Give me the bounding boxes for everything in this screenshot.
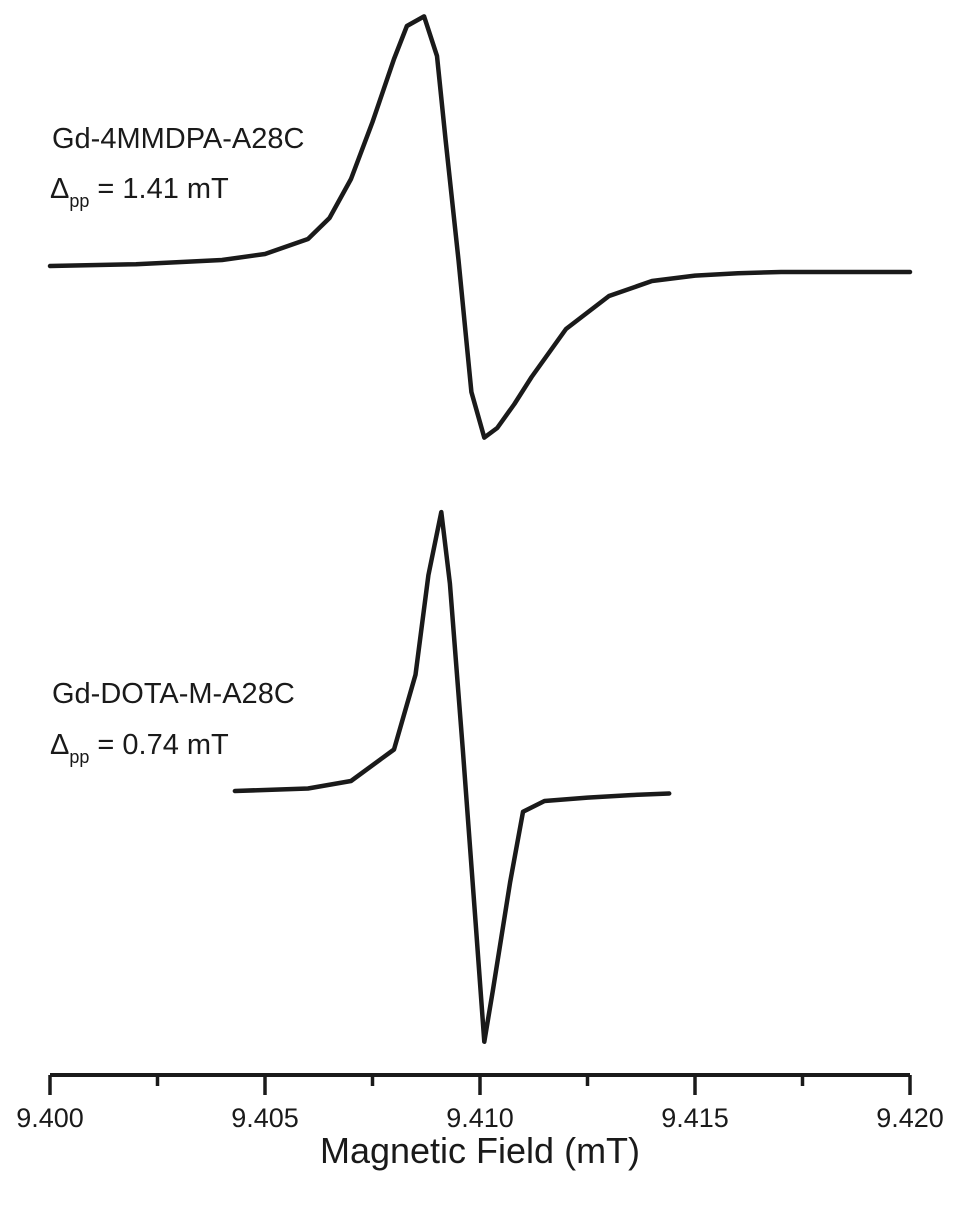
x-tick-label: 9.420	[876, 1103, 944, 1133]
x-axis-title: Magnetic Field (mT)	[320, 1130, 640, 1171]
x-tick-label: 9.410	[446, 1103, 514, 1133]
series-2-linewidth: Δpp = 0.74 mT	[50, 729, 229, 767]
series-1-name: Gd-4MMDPA-A28C	[52, 123, 304, 155]
spectrum-line-1	[47, 14, 913, 440]
spectrum-line-2	[232, 509, 672, 1044]
spectra-traces	[47, 14, 913, 1044]
series-1-linewidth: Δpp = 1.41 mT	[50, 173, 229, 211]
series-2-name: Gd-DOTA-M-A28C	[52, 678, 295, 710]
annotation-top: Gd-4MMDPA-A28C Δpp = 1.41 mT	[50, 123, 304, 211]
x-tick-label: 9.415	[661, 1103, 729, 1133]
annotation-bottom: Gd-DOTA-M-A28C Δpp = 0.74 mT	[50, 678, 295, 767]
x-axis-ticks: 9.400 9.405 9.410 9.415 9.420	[16, 1075, 944, 1133]
x-tick-label: 9.405	[231, 1103, 299, 1133]
x-tick-label: 9.400	[16, 1103, 84, 1133]
